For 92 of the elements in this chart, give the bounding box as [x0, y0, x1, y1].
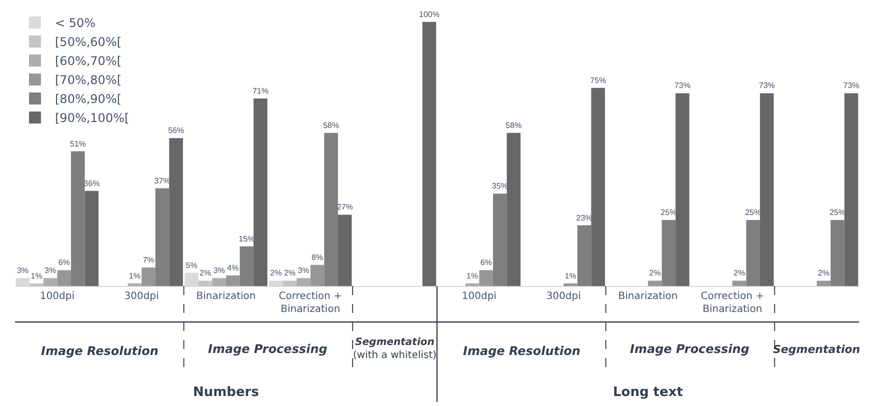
data-label: 75% — [590, 76, 606, 85]
data-label: 73% — [758, 81, 775, 90]
bar — [226, 275, 240, 286]
data-label: 2% — [270, 268, 282, 278]
bar — [746, 220, 760, 286]
data-label: 58% — [323, 120, 340, 130]
data-label: 2% — [649, 268, 661, 278]
legend-label: [60%,70%[ — [55, 54, 122, 68]
data-label: 100% — [419, 10, 440, 19]
text: Segmentation (with a whitelist) — [353, 337, 437, 361]
data-label: 37% — [154, 176, 170, 186]
bar — [324, 132, 338, 286]
text: Image Processing — [630, 342, 750, 356]
bar — [43, 278, 58, 286]
text: Segmentation — [773, 343, 860, 356]
bar — [591, 88, 605, 286]
bar — [310, 264, 324, 286]
bar — [830, 220, 844, 286]
data-label: 56% — [168, 126, 184, 136]
bar — [70, 151, 85, 286]
data-label: 6% — [480, 258, 492, 268]
bar — [198, 280, 212, 286]
bar — [240, 246, 254, 286]
x-tick-label: 100dpi — [462, 291, 496, 302]
bar — [816, 280, 831, 286]
bar — [142, 268, 156, 286]
data-label: 7% — [142, 256, 154, 265]
bar — [492, 194, 507, 286]
data-label: 23% — [576, 213, 592, 222]
bar — [662, 220, 676, 286]
bar — [506, 132, 521, 286]
text: Long text — [613, 385, 683, 400]
x-tick-label: Binarization — [196, 291, 256, 302]
data-label: 2% — [200, 268, 212, 278]
data-label: 3% — [16, 266, 29, 276]
text: Numbers — [193, 385, 260, 400]
data-label: 2% — [734, 268, 746, 278]
data-label: 3% — [44, 266, 56, 276]
data-label: 2% — [284, 268, 296, 278]
data-label: 1% — [128, 271, 140, 280]
legend-label: [70%,80%[ — [55, 73, 122, 88]
bar — [254, 98, 268, 286]
text: Image Resolution — [41, 344, 158, 358]
bar — [30, 283, 44, 286]
bar — [577, 225, 592, 286]
legend-label: < 50% — [55, 16, 96, 30]
bar — [479, 270, 493, 286]
bar — [296, 278, 310, 286]
data-label: 8% — [312, 252, 324, 262]
bar — [282, 280, 297, 286]
bar — [844, 93, 858, 286]
bar — [84, 190, 99, 286]
data-label: 6% — [58, 258, 70, 268]
data-label: 71% — [252, 86, 268, 96]
data-label: 58% — [506, 120, 522, 130]
bar — [422, 22, 436, 286]
data-label: 3% — [213, 266, 225, 276]
bar — [732, 280, 746, 286]
data-label: 1% — [30, 271, 42, 280]
data-label: 4% — [227, 263, 239, 272]
bar — [212, 278, 226, 286]
x-tick-label: 300dpi — [546, 291, 581, 302]
bar — [169, 138, 183, 286]
legend-label: [80%,90%[ — [55, 92, 122, 106]
x-tick-label: 100dpi — [40, 291, 74, 302]
data-label: 73% — [843, 81, 860, 90]
bar — [564, 283, 578, 286]
data-label: 25% — [829, 208, 846, 217]
x-tick-label: Binarization — [618, 291, 678, 302]
text: Image Resolution — [463, 344, 580, 358]
x-tick-label: Correction + Binarization — [700, 291, 764, 315]
text: Image Processing — [208, 342, 328, 356]
x-tick-label: 300dpi — [124, 291, 159, 302]
data-label: 51% — [70, 139, 86, 148]
bar — [57, 270, 71, 286]
bar — [676, 93, 690, 286]
data-label: 2% — [818, 268, 830, 278]
data-label: 3% — [298, 266, 310, 276]
bar — [648, 280, 662, 286]
bar — [465, 283, 480, 286]
data-label: 5% — [186, 260, 198, 270]
data-label: 73% — [674, 81, 690, 90]
bar — [760, 93, 774, 286]
data-label: 1% — [564, 271, 576, 280]
bar — [128, 283, 142, 286]
bar — [338, 214, 352, 286]
bar — [155, 188, 170, 286]
legend-label: [90%,100%[ — [55, 111, 130, 126]
legend-label: [50%,60%[ — [55, 35, 122, 50]
data-label: 35% — [492, 182, 508, 191]
x-tick-label: Correction + Binarization — [278, 291, 342, 315]
data-label: 1% — [466, 271, 478, 280]
